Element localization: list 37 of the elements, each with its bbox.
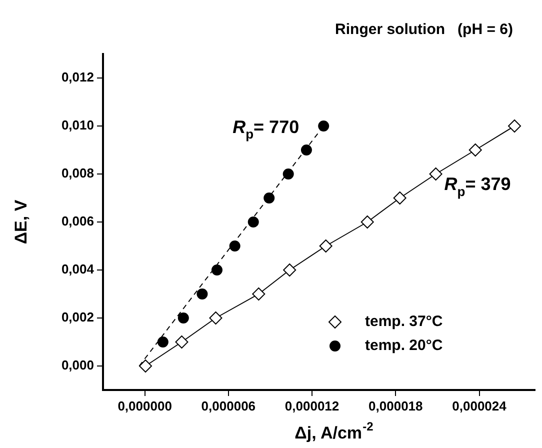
point: [283, 264, 296, 276]
point: [209, 312, 222, 324]
point: [282, 168, 294, 180]
point: [318, 120, 330, 132]
point: [468, 144, 482, 156]
point: [229, 240, 240, 252]
legend-label: temp. 20°C: [365, 337, 443, 354]
point: [178, 312, 189, 324]
point: [429, 168, 442, 180]
y-tick-label: 0,006: [61, 214, 94, 229]
point: [248, 216, 259, 228]
point: [175, 336, 188, 348]
y-tick-label: 0,000: [61, 358, 94, 373]
y-tick-label: 0,012: [61, 70, 94, 85]
chart-title: Ringer solution (pH = 6): [335, 21, 513, 38]
x-tick-label: 0,000018: [368, 398, 423, 414]
point: [211, 264, 222, 276]
point: [360, 216, 374, 228]
y-axis-title: ΔE, V: [12, 199, 31, 244]
legend-label: temp. 37°C: [365, 313, 443, 330]
point: [508, 120, 522, 132]
x-tick-label: 0,000012: [284, 398, 340, 414]
x-tick-label: 0,000024: [452, 398, 508, 414]
y-tick-label: 0,010: [61, 118, 94, 133]
point: [252, 288, 266, 300]
point: [264, 192, 275, 204]
x-tick-label: 0,000000: [118, 398, 172, 414]
y-tick-label: 0,008: [61, 166, 94, 181]
y-tick-label: 0,004: [61, 262, 95, 277]
point: [139, 360, 152, 372]
point: [393, 192, 406, 204]
point: [157, 336, 168, 348]
point: [196, 288, 208, 300]
point: [319, 240, 332, 252]
point: [300, 144, 312, 156]
x-tick-label: 0,000006: [201, 398, 256, 414]
y-tick-label: 0,002: [61, 310, 94, 325]
